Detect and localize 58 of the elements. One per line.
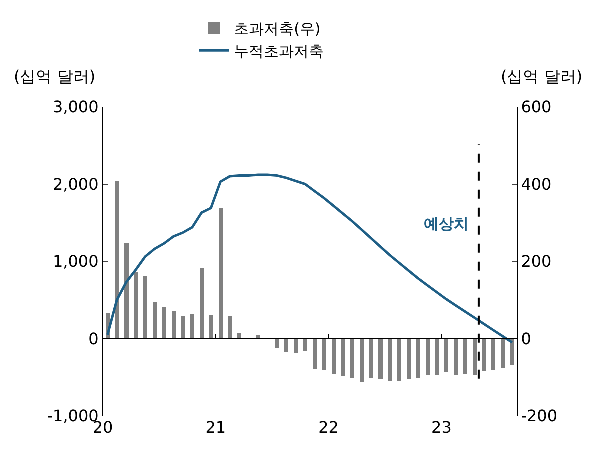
bar bbox=[510, 339, 514, 365]
bar bbox=[350, 339, 354, 378]
bar bbox=[322, 339, 326, 370]
y-tick-label: 0 bbox=[88, 329, 99, 348]
line-series bbox=[106, 174, 514, 344]
legend-label: 누적초과저축 bbox=[234, 42, 324, 60]
bar bbox=[153, 302, 157, 339]
ref-line-label: 예상치 bbox=[424, 215, 469, 233]
bar bbox=[407, 339, 411, 379]
bar bbox=[491, 339, 495, 370]
bar bbox=[275, 339, 279, 348]
bar bbox=[134, 272, 138, 339]
bar bbox=[190, 314, 194, 339]
bar bbox=[228, 316, 232, 339]
y2-tick-label: 400 bbox=[521, 174, 552, 194]
bar bbox=[435, 339, 439, 375]
y-tick-label: 2,000 bbox=[52, 174, 99, 194]
x-tick-label: 22 bbox=[318, 418, 339, 437]
bar bbox=[360, 339, 364, 382]
y-tick-label: 1,000 bbox=[52, 252, 99, 272]
y-tick-label: -1,000 bbox=[47, 406, 99, 426]
bar bbox=[303, 339, 307, 351]
x-tick-label: 23 bbox=[432, 418, 452, 437]
bar bbox=[463, 339, 467, 374]
bar bbox=[426, 339, 430, 375]
bar bbox=[444, 339, 448, 372]
bar bbox=[369, 339, 373, 378]
bar bbox=[209, 315, 213, 339]
bar bbox=[378, 339, 383, 379]
bar bbox=[454, 339, 458, 375]
y2-tick-label: 600 bbox=[521, 98, 552, 117]
bar bbox=[143, 276, 147, 339]
bar bbox=[341, 339, 345, 376]
bar bbox=[200, 268, 204, 339]
bar bbox=[172, 311, 176, 339]
x-tick-label: 21 bbox=[206, 418, 226, 437]
bar bbox=[501, 339, 505, 368]
y2-tick-label: 200 bbox=[521, 252, 552, 272]
bar bbox=[473, 339, 477, 375]
bar bbox=[284, 339, 288, 352]
bar bbox=[313, 339, 317, 369]
y2-tick-label: -200 bbox=[521, 406, 558, 426]
bar bbox=[416, 339, 420, 378]
y-tick-label: 3,000 bbox=[52, 98, 99, 117]
y2-axis-title: (십억 달러) bbox=[501, 67, 583, 86]
bar bbox=[294, 339, 298, 353]
y2-tick-label: 0 bbox=[521, 329, 532, 348]
bar bbox=[115, 181, 119, 339]
bar bbox=[181, 316, 185, 339]
bar bbox=[332, 339, 336, 374]
bar bbox=[388, 339, 392, 381]
legend-label: 초과저축(우) bbox=[234, 20, 321, 38]
bar bbox=[162, 307, 166, 339]
bar bbox=[219, 208, 223, 339]
bar bbox=[397, 339, 401, 381]
bar bbox=[124, 243, 129, 339]
y-axis-title: (십억 달러) bbox=[14, 67, 96, 86]
bar bbox=[482, 339, 486, 371]
